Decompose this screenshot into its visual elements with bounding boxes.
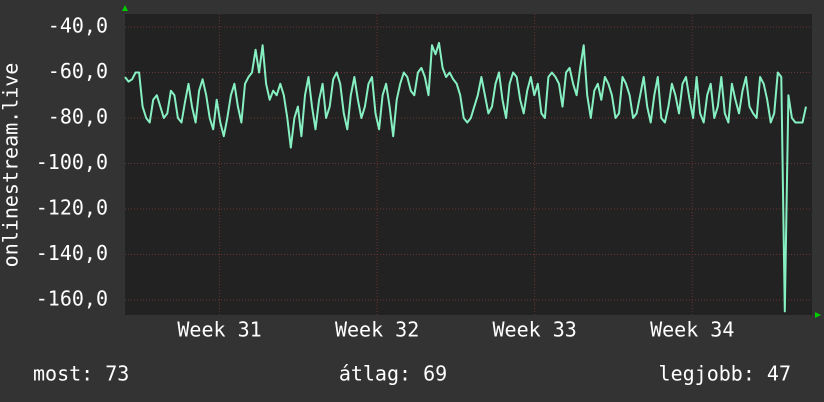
x-tick-label: Week 33 <box>493 318 577 342</box>
y-tick-label: -80,0 <box>48 104 108 128</box>
y-tick-label: -120,0 <box>36 195 108 219</box>
y-tick-label: -160,0 <box>36 286 108 310</box>
x-tick-label: Week 32 <box>335 318 419 342</box>
stat-current: most: 73 <box>33 362 129 386</box>
x-tick-label: Week 31 <box>177 318 261 342</box>
y-tick-label: -100,0 <box>36 150 108 174</box>
y-tick-label: -40,0 <box>48 13 108 37</box>
stat-average: átlag: 69 <box>339 362 447 386</box>
x-tick-label: Week 34 <box>650 318 734 342</box>
plot-area <box>125 14 812 315</box>
axis-arrow <box>122 5 128 11</box>
y-axis-label: onlinestream.live <box>0 63 23 268</box>
y-tick-label: -140,0 <box>36 241 108 265</box>
data-line <box>124 41 807 313</box>
stat-best: legjobb: 47 <box>659 362 791 386</box>
axis-arrow <box>815 312 821 318</box>
y-tick-label: -60,0 <box>48 59 108 83</box>
